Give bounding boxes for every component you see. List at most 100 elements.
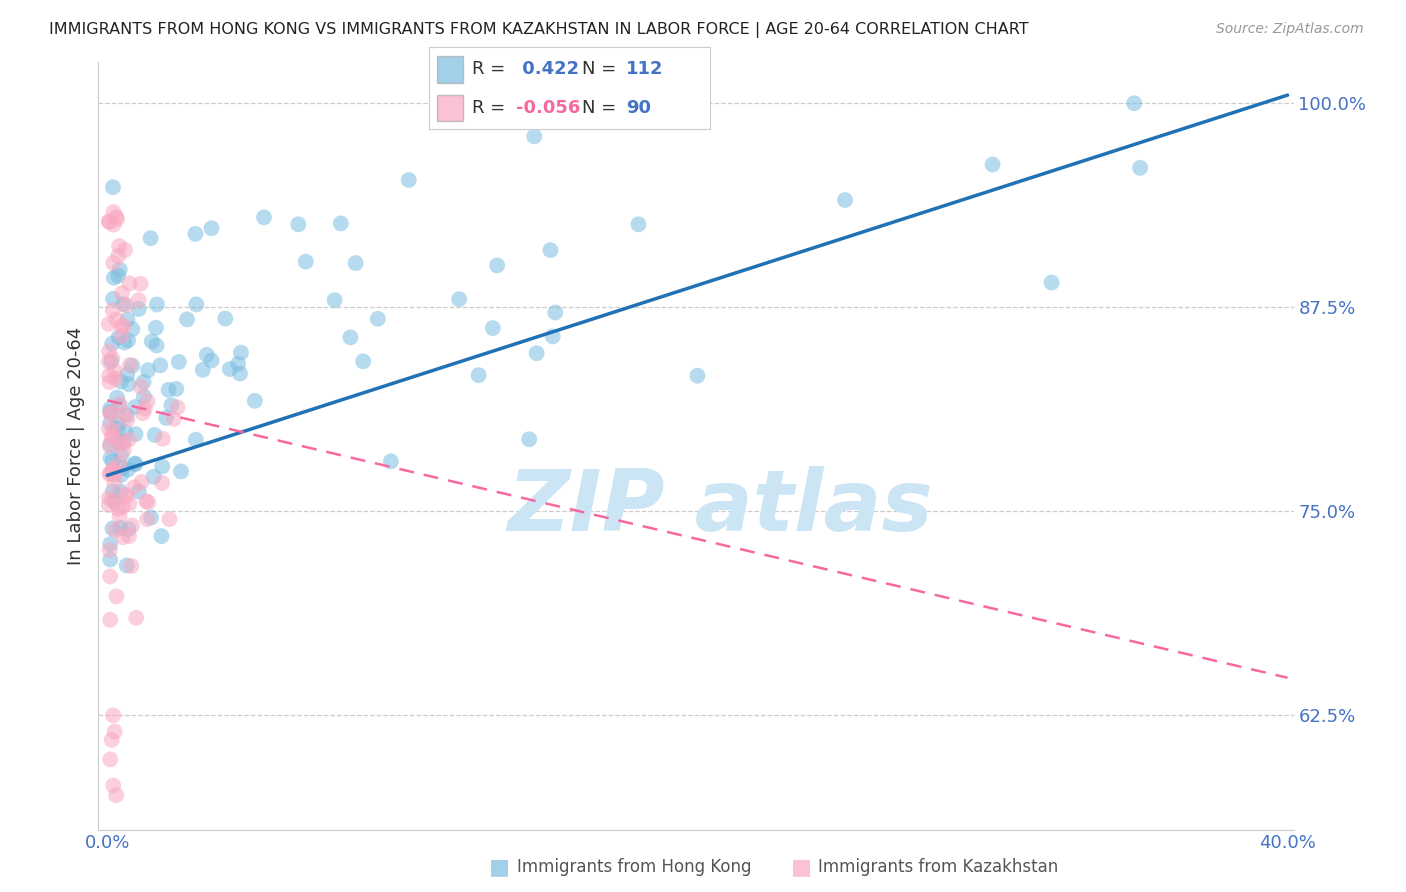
Point (98, 537, 121, 551)
Point (98, 467, 121, 482)
Point (115, 558, 138, 573)
Point (97, 422, 120, 436)
Point (105, 789, 128, 803)
Point (467, 368, 489, 383)
Point (118, 497, 141, 511)
Point (125, 611, 148, 625)
Text: R =: R = (472, 61, 512, 78)
Point (344, 256, 367, 270)
Point (101, 708, 124, 723)
Point (107, 421, 129, 435)
Point (112, 435, 135, 450)
Point (107, 330, 129, 344)
Point (139, 510, 162, 524)
Point (143, 428, 166, 442)
Point (165, 382, 187, 396)
Point (191, 363, 214, 377)
Point (981, 157, 1004, 171)
Point (218, 362, 240, 376)
Point (352, 354, 374, 368)
Point (486, 259, 509, 273)
Point (124, 427, 146, 442)
Point (97, 214, 120, 228)
Text: 112: 112 (626, 61, 664, 78)
Point (112, 297, 135, 311)
Point (98, 406, 121, 420)
Point (118, 529, 141, 543)
Point (98, 405, 121, 419)
Point (103, 495, 125, 509)
Point (105, 312, 128, 326)
Text: ZIP atlas: ZIP atlas (508, 466, 932, 549)
Point (155, 410, 177, 425)
Point (111, 319, 134, 334)
Point (117, 312, 139, 326)
Point (98, 439, 121, 453)
Point (167, 355, 190, 369)
Point (136, 363, 159, 377)
Text: 0.422: 0.422 (516, 61, 579, 78)
Point (329, 216, 352, 230)
Point (200, 353, 222, 368)
Point (1129, 161, 1152, 175)
Y-axis label: In Labor Force | Age 20-64: In Labor Force | Age 20-64 (66, 326, 84, 566)
Point (111, 329, 134, 343)
Point (105, 210, 128, 224)
Point (108, 396, 131, 410)
Point (118, 377, 141, 392)
Point (132, 375, 155, 389)
Point (115, 298, 138, 312)
Point (150, 476, 173, 491)
Point (184, 227, 207, 241)
Point (136, 394, 159, 409)
Point (541, 329, 564, 343)
Point (287, 218, 309, 232)
Point (323, 293, 346, 308)
Point (101, 492, 124, 507)
Point (120, 558, 142, 573)
Point (544, 305, 567, 319)
Point (124, 457, 146, 471)
Point (186, 297, 208, 311)
Point (114, 407, 136, 421)
Point (117, 368, 139, 382)
Point (105, 590, 128, 604)
Point (184, 433, 207, 447)
Text: 90: 90 (626, 99, 651, 117)
Point (100, 466, 122, 480)
Point (150, 459, 173, 474)
Point (117, 333, 139, 347)
Point (150, 529, 173, 543)
Point (103, 423, 125, 437)
Point (145, 320, 167, 334)
Point (101, 180, 124, 194)
Point (97, 317, 120, 331)
Point (104, 364, 127, 378)
Point (517, 432, 540, 446)
Point (100, 450, 122, 465)
Point (111, 461, 134, 475)
Text: Source: ZipAtlas.com: Source: ZipAtlas.com (1216, 22, 1364, 37)
Point (104, 724, 127, 739)
Point (107, 501, 129, 516)
Point (142, 470, 165, 484)
Point (129, 380, 152, 394)
FancyBboxPatch shape (437, 56, 463, 83)
Point (105, 212, 128, 227)
Point (104, 523, 127, 537)
Point (101, 454, 124, 468)
Point (121, 359, 143, 373)
Point (108, 456, 131, 470)
Point (118, 277, 141, 291)
Point (449, 292, 471, 306)
Point (380, 454, 402, 468)
Text: ■: ■ (792, 857, 811, 877)
Point (98, 752, 121, 766)
Point (98, 416, 121, 430)
Point (108, 262, 131, 277)
Point (149, 359, 172, 373)
Point (101, 461, 124, 475)
Point (110, 521, 132, 535)
Point (122, 480, 145, 494)
Point (117, 412, 139, 426)
